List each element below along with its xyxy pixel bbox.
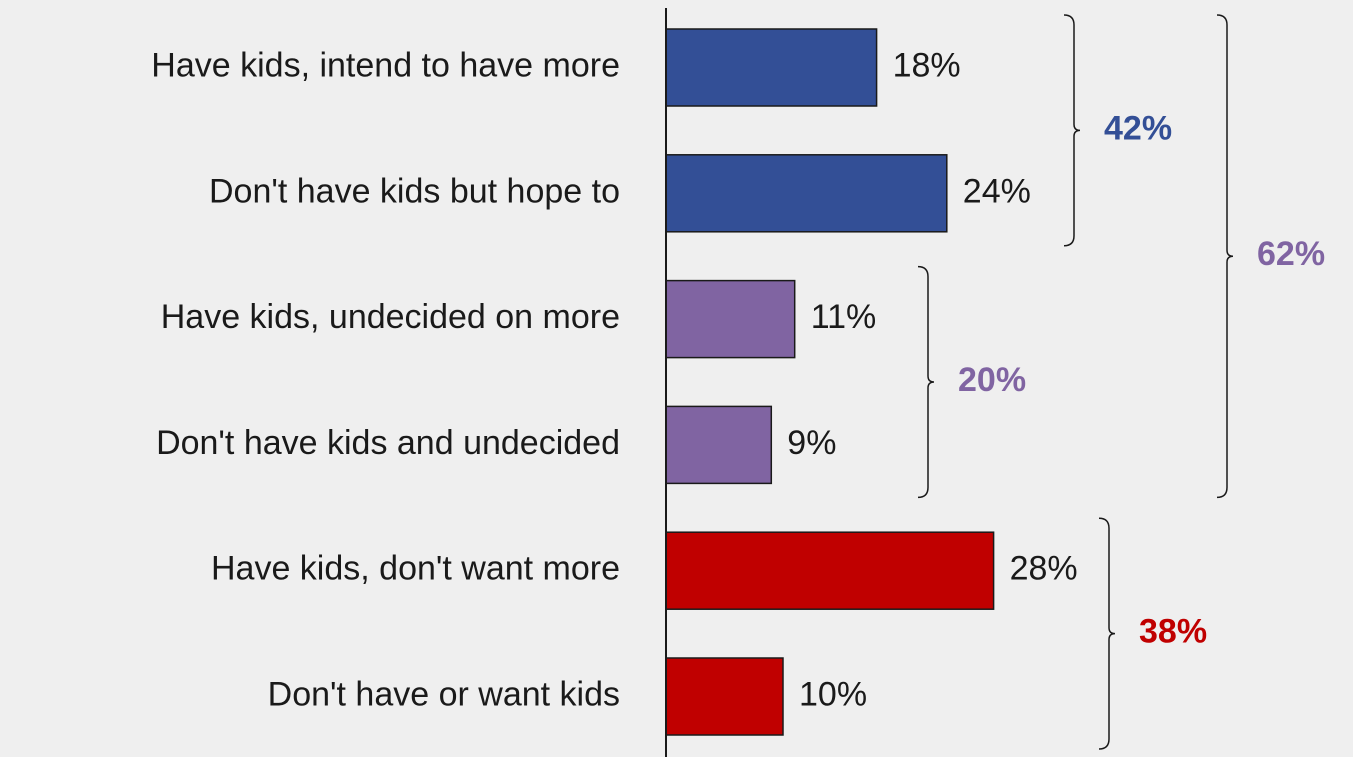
category-label: Don't have or want kids [268, 675, 620, 713]
group-total-label: 38% [1139, 613, 1207, 651]
group-bracket [1063, 14, 1081, 247]
bar [665, 28, 878, 107]
value-label: 24% [963, 172, 1031, 210]
category-label: Have kids, intend to have more [151, 46, 620, 84]
value-label: 28% [1010, 550, 1078, 588]
category-label: Have kids, don't want more [211, 550, 620, 588]
value-label: 9% [787, 424, 836, 462]
group-total-label: 20% [958, 361, 1026, 399]
group-bracket [1098, 517, 1116, 750]
value-labels: 18% 24% 11% 9% 28% 10% [787, 46, 1077, 713]
bars-layer [665, 28, 995, 736]
bar [665, 405, 773, 485]
group-bracket [917, 265, 935, 499]
category-label: Don't have kids but hope to [209, 172, 620, 210]
category-label: Have kids, undecided on more [161, 298, 620, 336]
value-label: 18% [893, 46, 961, 84]
group-bracket [1216, 14, 1234, 499]
group-total-label: 42% [1104, 109, 1172, 147]
bar [665, 154, 948, 233]
bar [665, 657, 784, 736]
bar [665, 279, 796, 359]
value-label: 10% [799, 675, 867, 713]
group-brackets: 42% 20% 38% 62% [917, 14, 1325, 750]
category-labels: Have kids, intend to have more Don't have… [151, 46, 620, 713]
category-label: Don't have kids and undecided [156, 424, 620, 462]
value-label: 11% [811, 298, 877, 336]
group-total-label: 62% [1257, 235, 1325, 273]
bar [665, 531, 995, 610]
